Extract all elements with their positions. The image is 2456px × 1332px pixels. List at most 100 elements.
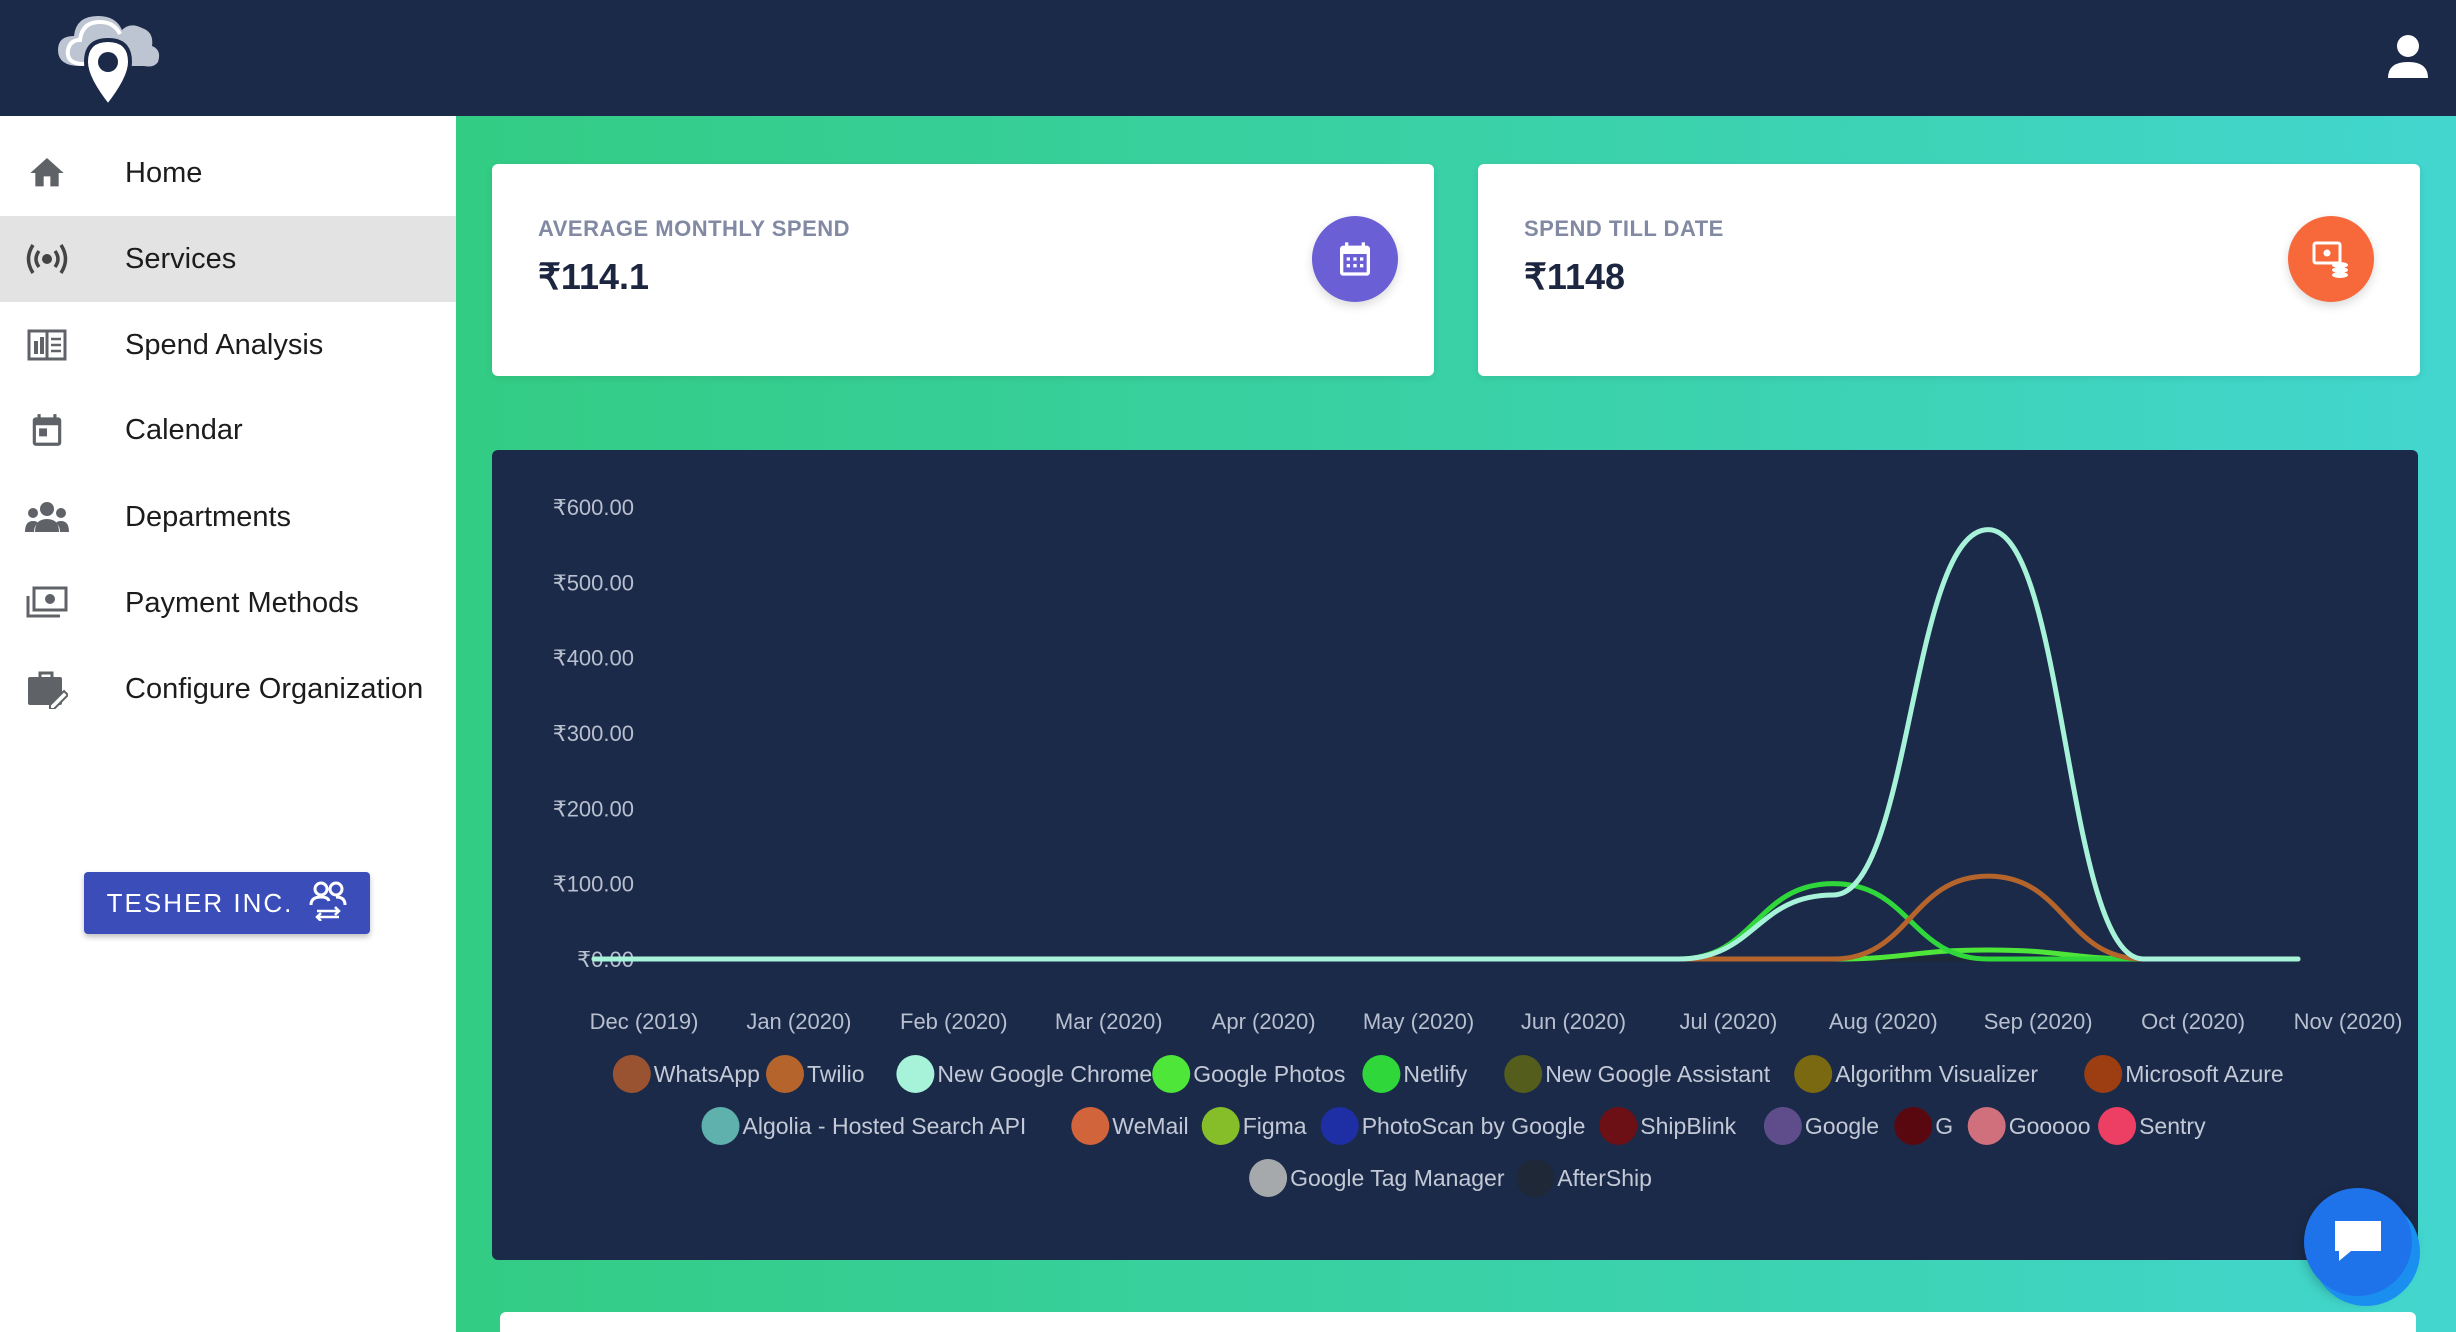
money-stack-icon xyxy=(2288,216,2374,302)
card-label: AVERAGE MONTHLY SPEND xyxy=(538,216,851,241)
x-tick-label: Mar (2020) xyxy=(1055,1009,1163,1034)
sidebar-item-label: Services xyxy=(125,242,237,275)
legend-marker[interactable] xyxy=(2084,1055,2123,1093)
sidebar-item-spend-analysis[interactable]: Spend Analysis xyxy=(0,302,456,388)
legend-label[interactable]: Microsoft Azure xyxy=(2125,1061,2284,1087)
legend-label[interactable]: WeMail xyxy=(1112,1113,1188,1139)
legend-label[interactable]: ShipBlink xyxy=(1640,1113,1736,1139)
sidebar-item-label: Home xyxy=(125,156,203,189)
legend-label[interactable]: G xyxy=(1935,1113,1953,1139)
sidebar-item-configure-organization[interactable]: Configure Organization xyxy=(0,646,456,732)
sidebar-item-services[interactable]: Services xyxy=(0,216,456,302)
spend-chart-panel: ₹600.00 ₹500.00 ₹400.00 ₹300.00 ₹200.00 ₹100.… xyxy=(492,450,2418,1260)
legend-marker[interactable] xyxy=(1894,1107,1933,1145)
sidebar-item-calendar[interactable]: Calendar xyxy=(0,387,456,473)
y-tick-label: ₹600.00 xyxy=(553,495,634,520)
legend-label[interactable]: Sentry xyxy=(2139,1113,2206,1139)
legend-marker[interactable] xyxy=(2098,1107,2137,1145)
x-tick-label: Aug (2020) xyxy=(1829,1009,1938,1034)
chat-icon xyxy=(2331,1217,2385,1268)
card-value: ₹114.1 xyxy=(538,256,650,297)
x-tick-label: Sep (2020) xyxy=(1984,1009,2093,1034)
legend-label[interactable]: Google Photos xyxy=(1193,1061,1345,1087)
legend-marker[interactable] xyxy=(701,1107,740,1145)
legend-marker[interactable] xyxy=(766,1055,804,1093)
y-tick-label: ₹100.00 xyxy=(553,872,634,897)
sidebar-item-label: Configure Organization xyxy=(125,672,424,705)
bottom-card xyxy=(500,1312,2416,1332)
sidebar-item-home[interactable]: Home xyxy=(0,130,456,216)
legend-label[interactable]: New Google Chrome xyxy=(937,1061,1152,1087)
legend-marker[interactable] xyxy=(1071,1107,1110,1145)
spend-line-chart: ₹600.00 ₹500.00 ₹400.00 ₹300.00 ₹200.00 ₹100.… xyxy=(553,495,2403,1197)
analysis-icon xyxy=(24,322,70,368)
money-icon xyxy=(24,580,70,626)
legend-label[interactable]: Twilio xyxy=(807,1061,865,1087)
average-monthly-spend-card: AVERAGE MONTHLY SPEND ₹114.1 xyxy=(492,164,1434,376)
x-tick-label: May (2020) xyxy=(1363,1009,1474,1034)
x-tick-label: Jul (2020) xyxy=(1679,1009,1777,1034)
y-tick-label: ₹500.00 xyxy=(553,570,634,595)
switch-users-icon xyxy=(309,881,347,926)
top-app-bar xyxy=(0,0,2456,116)
sidebar-item-departments[interactable]: Departments xyxy=(0,474,456,560)
legend-label[interactable]: AfterShip xyxy=(1557,1165,1652,1191)
card-value: ₹1148 xyxy=(1524,256,1626,297)
legend-label[interactable]: Gooooo xyxy=(2009,1113,2091,1139)
organization-switch-button[interactable]: TESHER INC. xyxy=(84,872,370,934)
y-tick-label: ₹300.00 xyxy=(553,721,634,746)
legend-marker[interactable] xyxy=(1201,1107,1240,1145)
legend-marker[interactable] xyxy=(1320,1107,1359,1145)
legend-label[interactable]: Google Tag Manager xyxy=(1290,1165,1505,1191)
spend-till-date-card: SPEND TILL DATE ₹1148 xyxy=(1478,164,2420,376)
legend-marker[interactable] xyxy=(1599,1107,1638,1145)
legend-marker[interactable] xyxy=(1362,1055,1401,1093)
x-tick-label: Dec (2019) xyxy=(590,1009,699,1034)
x-tick-label: Nov (2020) xyxy=(2294,1009,2403,1034)
legend-marker[interactable] xyxy=(1794,1055,1833,1093)
legend-label[interactable]: Algorithm Visualizer xyxy=(1835,1061,2038,1087)
group-icon xyxy=(24,494,70,540)
legend-marker[interactable] xyxy=(612,1055,651,1093)
legend-label[interactable]: Algolia - Hosted Search API xyxy=(743,1113,1027,1139)
x-tick-label: Apr (2020) xyxy=(1212,1009,1316,1034)
sidebar-item-payment-methods[interactable]: Payment Methods xyxy=(0,560,456,646)
legend-marker[interactable] xyxy=(1967,1107,2006,1145)
x-tick-label: Jun (2020) xyxy=(1521,1009,1626,1034)
calendar-icon xyxy=(1312,216,1398,302)
legend-label[interactable]: Google xyxy=(1805,1113,1879,1139)
broadcast-icon xyxy=(24,236,70,282)
legend-label[interactable]: Figma xyxy=(1243,1113,1307,1139)
user-icon[interactable] xyxy=(2384,34,2432,80)
x-tick-label: Feb (2020) xyxy=(900,1009,1008,1034)
x-tick-label: Jan (2020) xyxy=(746,1009,851,1034)
cloud-location-pin-logo[interactable] xyxy=(50,6,166,110)
y-tick-label: ₹200.00 xyxy=(553,796,634,821)
briefcase-edit-icon xyxy=(24,666,70,712)
legend-marker[interactable] xyxy=(1152,1055,1191,1093)
sidebar: Home Services Spend Anal xyxy=(0,116,456,1332)
chat-button[interactable] xyxy=(2304,1188,2412,1296)
sidebar-item-label: Payment Methods xyxy=(125,586,359,619)
series-line[interactable] xyxy=(591,527,2301,962)
main-content: AVERAGE MONTHLY SPEND ₹114.1 SPEND TILL … xyxy=(456,116,2456,1332)
legend-label[interactable]: Netlify xyxy=(1403,1061,1467,1087)
series-line[interactable] xyxy=(591,873,2301,962)
sidebar-item-label: Calendar xyxy=(125,413,243,446)
card-label: SPEND TILL DATE xyxy=(1524,216,1724,241)
legend-marker[interactable] xyxy=(1516,1159,1555,1197)
legend-marker[interactable] xyxy=(1504,1055,1543,1093)
sidebar-item-label: Departments xyxy=(125,500,292,533)
calendar-icon xyxy=(24,407,70,453)
y-tick-label: ₹400.00 xyxy=(553,646,634,671)
x-tick-label: Oct (2020) xyxy=(2141,1009,2245,1034)
organization-name: TESHER INC. xyxy=(106,887,294,918)
legend-marker[interactable] xyxy=(1249,1159,1288,1197)
legend-marker[interactable] xyxy=(896,1055,935,1093)
legend-label[interactable]: New Google Assistant xyxy=(1545,1061,1771,1087)
home-icon xyxy=(24,150,70,196)
legend-label[interactable]: PhotoScan by Google xyxy=(1362,1113,1586,1139)
sidebar-item-label: Spend Analysis xyxy=(125,328,324,361)
legend-label[interactable]: WhatsApp xyxy=(654,1061,760,1087)
legend-marker[interactable] xyxy=(1763,1107,1802,1145)
